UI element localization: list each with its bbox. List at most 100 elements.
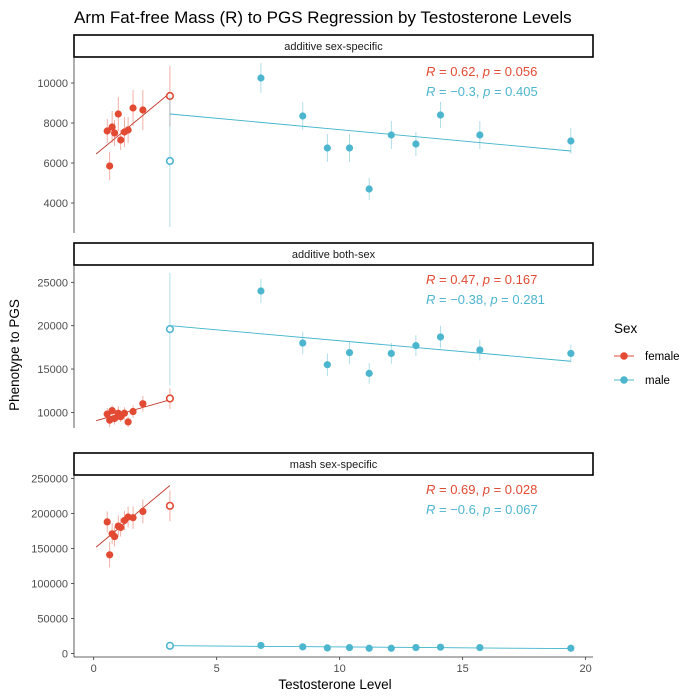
y-tick-label: 150000 [31, 544, 68, 556]
facet-strip [73, 34, 594, 58]
data-point-male [345, 643, 354, 652]
data-point-male [412, 140, 420, 148]
data-point-male [365, 369, 373, 377]
data-point-female [124, 418, 132, 426]
data-point-female [103, 518, 111, 526]
facet-strip-label: additive sex-specific [284, 41, 383, 53]
series-male [165, 272, 575, 386]
facet-panel-3: mash sex-specific 0 50000 100000 150000 20000… [31, 452, 594, 661]
data-point-male-highlight [165, 325, 175, 334]
data-point-male [323, 144, 331, 152]
data-point-female [103, 127, 111, 135]
data-point-male [323, 361, 331, 369]
data-point-male [299, 112, 307, 120]
data-point-male [257, 641, 265, 650]
y-tick-label: 200000 [31, 509, 68, 521]
legend-title: Sex [614, 321, 638, 336]
data-point-female [117, 136, 125, 144]
data-point-female [114, 110, 122, 118]
data-point-female [110, 414, 119, 423]
y-tick-label: 0 [62, 649, 68, 661]
facet-panel-1: additive sex-specific 4000 6000 8000 10000 R … [37, 34, 594, 233]
stat-label-male: R = −0.6, p = 0.067 [426, 502, 538, 517]
data-point-male [387, 131, 395, 139]
data-point-female-highlight [165, 394, 175, 403]
data-point-female [139, 507, 147, 515]
data-point-male [387, 349, 395, 358]
series-male [165, 63, 575, 227]
data-point-male [299, 339, 307, 347]
data-point-female-highlight [165, 501, 175, 510]
series-male [165, 641, 575, 652]
y-tick-label: 8000 [44, 118, 68, 130]
data-point-male [345, 348, 354, 357]
data-point-male [412, 643, 420, 652]
series-female [95, 66, 175, 180]
data-point-female [117, 523, 125, 532]
chart-title: Arm Fat-free Mass (R) to PGS Regression … [74, 8, 572, 27]
legend-label-male: male [645, 375, 670, 387]
data-point-female [124, 126, 132, 134]
x-axis: 0 5 10 15 20 [74, 656, 593, 675]
data-point-female [110, 533, 119, 541]
legend-label-female: female [645, 351, 680, 363]
data-point-male [476, 131, 484, 139]
data-point-male [567, 644, 575, 652]
data-point-male [476, 643, 484, 652]
facet-strip-label: mash sex-specific [290, 459, 378, 471]
data-point-male-highlight [165, 156, 175, 166]
x-tick-label: 15 [457, 663, 469, 675]
y-tick-label: 10000 [37, 78, 68, 90]
y-tick-label: 4000 [44, 198, 68, 210]
facet-strip [73, 452, 594, 476]
data-point-female [129, 514, 137, 522]
facet-panel-2: additive both-sex 10000 15000 20000 25000 R =… [37, 242, 594, 428]
data-point-male [345, 144, 354, 152]
data-point-male [257, 287, 265, 295]
y-tick-label: 250000 [31, 474, 68, 486]
data-point-male [476, 346, 484, 354]
legend-item-female: female [614, 351, 680, 363]
stat-label-female: R = 0.62, p = 0.056 [426, 64, 537, 79]
data-point-male [412, 342, 420, 350]
data-point-female [129, 407, 137, 416]
regression-line-male [169, 113, 571, 152]
data-point-male [387, 644, 395, 652]
y-tick-label: 10000 [37, 407, 68, 419]
y-tick-label: 6000 [44, 158, 68, 170]
stat-label-male: R = −0.3, p = 0.405 [426, 84, 538, 99]
x-tick-label: 5 [214, 663, 220, 675]
x-axis-title: Testosterone Level [278, 677, 391, 692]
data-point-male [436, 333, 445, 341]
data-point-female [108, 407, 116, 415]
series-female [96, 388, 175, 428]
data-point-male [567, 137, 575, 145]
y-axis-title: Phenotype to PGS [7, 299, 22, 411]
facet-strip-label: additive both-sex [292, 249, 376, 261]
data-point-female [106, 551, 114, 559]
x-tick-label: 10 [334, 663, 346, 675]
data-point-male [567, 349, 575, 358]
data-point-male [365, 644, 373, 652]
data-point-male [436, 111, 445, 119]
data-point-female [106, 162, 114, 170]
data-point-female [129, 104, 137, 112]
legend-key-male-point [620, 376, 628, 384]
regression-line-male [169, 325, 571, 362]
legend: Sex female male [614, 321, 680, 387]
data-point-male [365, 185, 373, 193]
facet-panels: additive sex-specific 4000 6000 8000 10000 R … [31, 34, 594, 675]
y-tick-label: 15000 [37, 364, 68, 376]
data-point-female [139, 400, 147, 408]
y-tick-label: 100000 [31, 579, 68, 591]
y-tick-label: 20000 [37, 321, 68, 333]
stat-label-female: R = 0.47, p = 0.167 [426, 272, 537, 287]
data-point-male [436, 643, 445, 651]
x-tick-label: 20 [579, 663, 591, 675]
data-point-female [110, 129, 119, 137]
data-point-male-highlight [165, 641, 175, 650]
series-female [95, 485, 175, 568]
legend-item-male: male [614, 375, 670, 387]
legend-key-female-point [620, 352, 628, 360]
